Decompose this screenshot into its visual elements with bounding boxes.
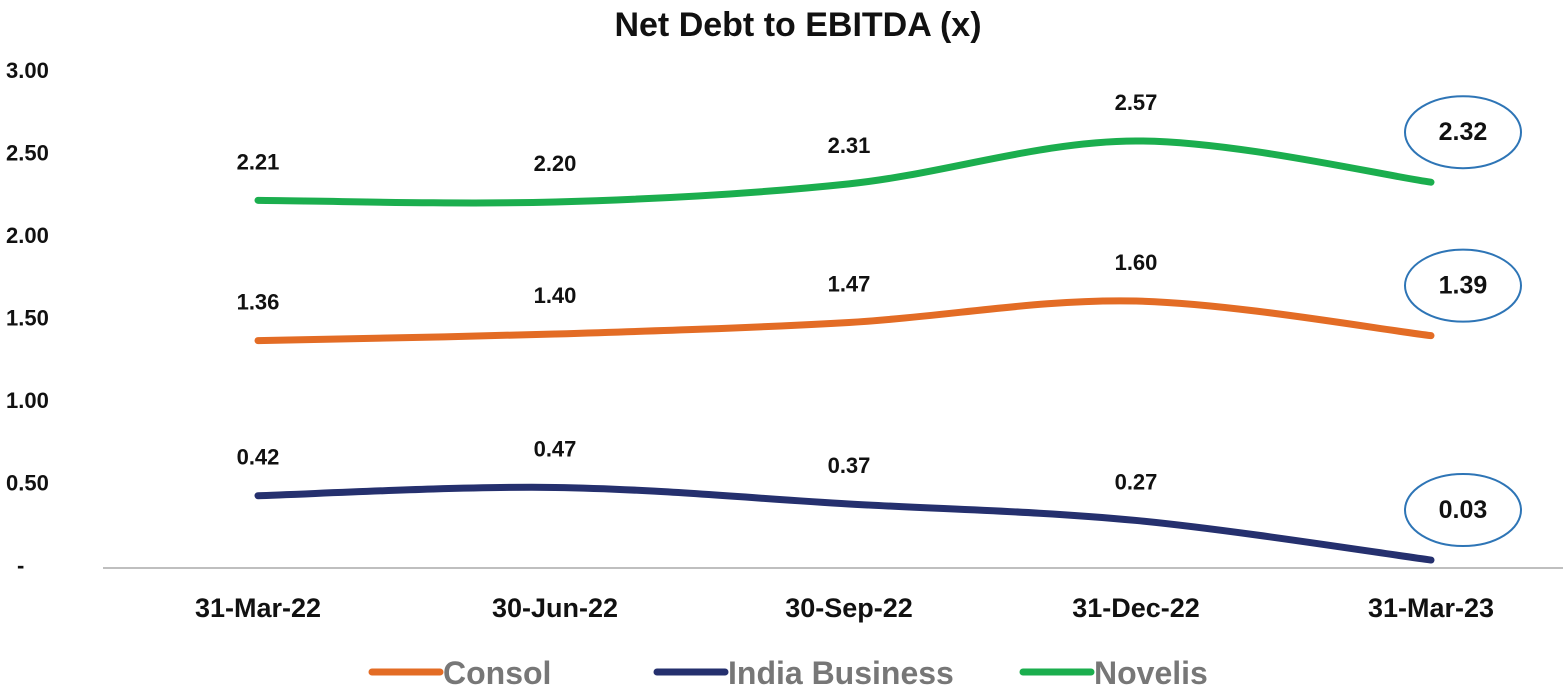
data-label-consol: 1.39 [1439, 272, 1488, 300]
data-label-novelis: 2.57 [1115, 90, 1158, 115]
data-label-india-business: 0.27 [1115, 469, 1158, 494]
y-tick-label: 3.00 [6, 58, 49, 83]
legend-label-novelis: Novelis [1094, 655, 1208, 691]
y-tick-label: 2.50 [6, 141, 49, 166]
data-label-india-business: 0.47 [534, 436, 577, 461]
series-line-novelis [254, 137, 1435, 207]
highlight-ellipse [1404, 473, 1522, 548]
data-label-india-business: 0.03 [1439, 496, 1488, 524]
series-line-india-business [254, 483, 1435, 564]
data-label-consol: 1.40 [534, 283, 577, 308]
highlight-ellipses [1404, 95, 1522, 548]
x-tick-label: 30-Jun-22 [492, 593, 618, 623]
data-label-novelis: 2.31 [828, 133, 871, 158]
data-label-consol: 1.36 [237, 290, 280, 315]
data-label-india-business: 0.42 [237, 445, 280, 470]
x-tick-label: 30-Sep-22 [785, 593, 913, 623]
data-label-novelis: 2.21 [237, 149, 280, 174]
data-label-novelis: 2.32 [1439, 118, 1488, 146]
y-tick-label: 1.50 [6, 306, 49, 331]
legend-label-india-business: India Business [728, 655, 954, 691]
data-label-consol: 1.60 [1115, 250, 1158, 275]
x-axis: 31-Mar-22 30-Jun-22 30-Sep-22 31-Dec-22 31-M… [195, 593, 1494, 623]
legend-label-consol: Consol [443, 655, 551, 691]
x-tick-label: 31-Dec-22 [1072, 593, 1200, 623]
x-tick-label: 31-Mar-23 [1368, 593, 1494, 623]
y-tick-label: 0.50 [6, 471, 49, 496]
data-labels: 1.36 1.40 1.47 1.60 1.39 0.42 0.47 0.37 0.27 0.03… [237, 90, 1488, 524]
y-tick-label: 1.00 [6, 388, 49, 413]
series-lines [254, 137, 1435, 564]
highlight-ellipse [1404, 95, 1522, 170]
data-label-india-business: 0.37 [828, 453, 871, 478]
x-tick-label: 31-Mar-22 [195, 593, 321, 623]
y-tick-label: 2.00 [6, 223, 49, 248]
chart-title: Net Debt to EBITDA (x) [614, 6, 981, 44]
series-line-consol [254, 297, 1435, 345]
y-tick-label: - [17, 553, 24, 578]
data-label-consol: 1.47 [828, 271, 871, 296]
legend: Consol India Business Novelis [368, 655, 1208, 691]
y-axis: - 0.50 1.00 1.50 2.00 2.50 3.00 [6, 58, 49, 578]
data-label-novelis: 2.20 [534, 151, 577, 176]
highlight-ellipse [1404, 248, 1522, 323]
